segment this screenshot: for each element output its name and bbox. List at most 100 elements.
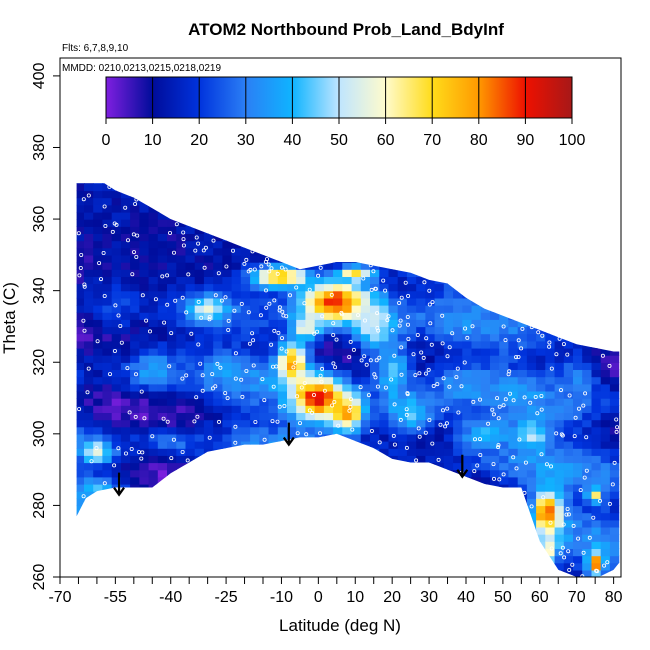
heatmap-cell	[443, 355, 454, 363]
heatmap-cell	[102, 441, 113, 449]
heatmap-cell	[554, 247, 565, 256]
heatmap-cell	[222, 483, 233, 492]
heatmap-cell	[314, 398, 325, 406]
y-tick-label: 320	[31, 349, 48, 376]
heatmap-cell	[397, 204, 408, 213]
heatmap-cell	[490, 190, 500, 199]
sample-point	[444, 421, 449, 426]
heatmap-cell	[462, 340, 473, 349]
heatmap-cell	[305, 541, 316, 549]
heatmap-cell	[231, 555, 242, 564]
sample-point	[82, 328, 87, 333]
heatmap-cell	[573, 211, 583, 220]
heatmap-cell	[351, 211, 362, 220]
heatmap-cell	[203, 347, 214, 356]
heatmap-cell	[231, 455, 242, 464]
heatmap-cell	[397, 541, 408, 549]
heatmap-cell	[526, 247, 537, 256]
heatmap-cell	[148, 254, 159, 263]
heatmap-cell	[582, 233, 592, 242]
heatmap-cell	[563, 362, 574, 370]
heatmap-cell	[268, 254, 279, 263]
heatmap-cell	[406, 183, 417, 184]
heatmap-cell	[517, 419, 528, 428]
heatmap-cell	[148, 290, 159, 299]
heatmap-cell	[296, 512, 306, 521]
heatmap-cell	[471, 326, 482, 335]
heatmap-cell	[148, 183, 159, 192]
sample-point	[445, 354, 450, 359]
heatmap-cell	[342, 433, 353, 442]
heatmap-cell	[453, 469, 463, 478]
heatmap-cell	[185, 577, 196, 578]
heatmap-cell	[416, 491, 426, 499]
heatmap-cell	[499, 183, 509, 184]
heatmap-cell	[379, 340, 390, 349]
heatmap-cell	[93, 297, 103, 306]
heatmap-cell	[76, 569, 85, 578]
heatmap-cell	[379, 211, 390, 220]
heatmap-cell	[462, 219, 473, 227]
heatmap-cell	[536, 312, 546, 320]
heatmap-cell	[379, 254, 390, 263]
heatmap-cell	[434, 333, 445, 342]
heatmap-cell	[499, 462, 509, 471]
heatmap-cell	[554, 183, 565, 192]
sample-point	[455, 366, 460, 371]
heatmap-cell	[259, 340, 270, 349]
heatmap-cell	[240, 312, 251, 320]
sample-point	[615, 425, 620, 430]
heatmap-cell	[351, 526, 362, 535]
heatmap-cell	[397, 319, 408, 328]
heatmap-cell	[76, 355, 85, 363]
heatmap-cell	[563, 262, 574, 270]
heatmap-cell	[370, 448, 380, 456]
heatmap-cell	[462, 569, 473, 578]
heatmap-cell	[406, 526, 417, 535]
heatmap-cell	[397, 183, 408, 184]
heatmap-cell	[148, 577, 159, 578]
heatmap-cell	[600, 247, 611, 256]
sample-point	[302, 381, 307, 386]
heatmap-cell	[277, 376, 288, 385]
heatmap-cell	[130, 483, 140, 492]
heatmap-cell	[323, 247, 334, 256]
heatmap-cell	[333, 269, 343, 277]
heatmap-cell	[619, 483, 620, 492]
heatmap-cell	[416, 405, 426, 413]
sample-point	[511, 398, 516, 403]
heatmap-cell	[360, 512, 371, 521]
heatmap-cell	[268, 441, 279, 449]
heatmap-cell	[609, 312, 620, 320]
heatmap-cell	[619, 390, 620, 399]
heatmap-cell	[203, 555, 214, 564]
heatmap-cell	[573, 347, 583, 356]
heatmap-cell	[591, 412, 602, 421]
heatmap-cell	[397, 305, 408, 313]
heatmap-cell	[194, 491, 205, 499]
heatmap-cell	[360, 319, 371, 328]
sample-point	[224, 264, 229, 269]
heatmap-cell	[434, 312, 445, 320]
heatmap-cell	[333, 405, 343, 413]
heatmap-cell	[157, 197, 168, 206]
heatmap-cell	[213, 211, 223, 220]
heatmap-cell	[526, 355, 537, 363]
heatmap-cell	[296, 448, 306, 456]
heatmap-cell	[471, 448, 482, 456]
heatmap-cell	[480, 362, 491, 370]
heatmap-cell	[185, 412, 196, 421]
heatmap-cell	[139, 190, 150, 199]
sample-point	[375, 311, 380, 316]
heatmap-cell	[314, 269, 325, 277]
heatmap-cell	[277, 405, 288, 413]
heatmap-cell	[508, 254, 519, 263]
heatmap-cell	[333, 183, 343, 192]
heatmap-cell	[213, 183, 223, 184]
sample-point	[529, 504, 534, 509]
heatmap-cell	[443, 448, 454, 456]
heatmap-cell	[453, 512, 463, 521]
heatmap-cell	[277, 534, 288, 542]
heatmap-cell	[508, 483, 519, 492]
heatmap-cell	[499, 534, 509, 542]
